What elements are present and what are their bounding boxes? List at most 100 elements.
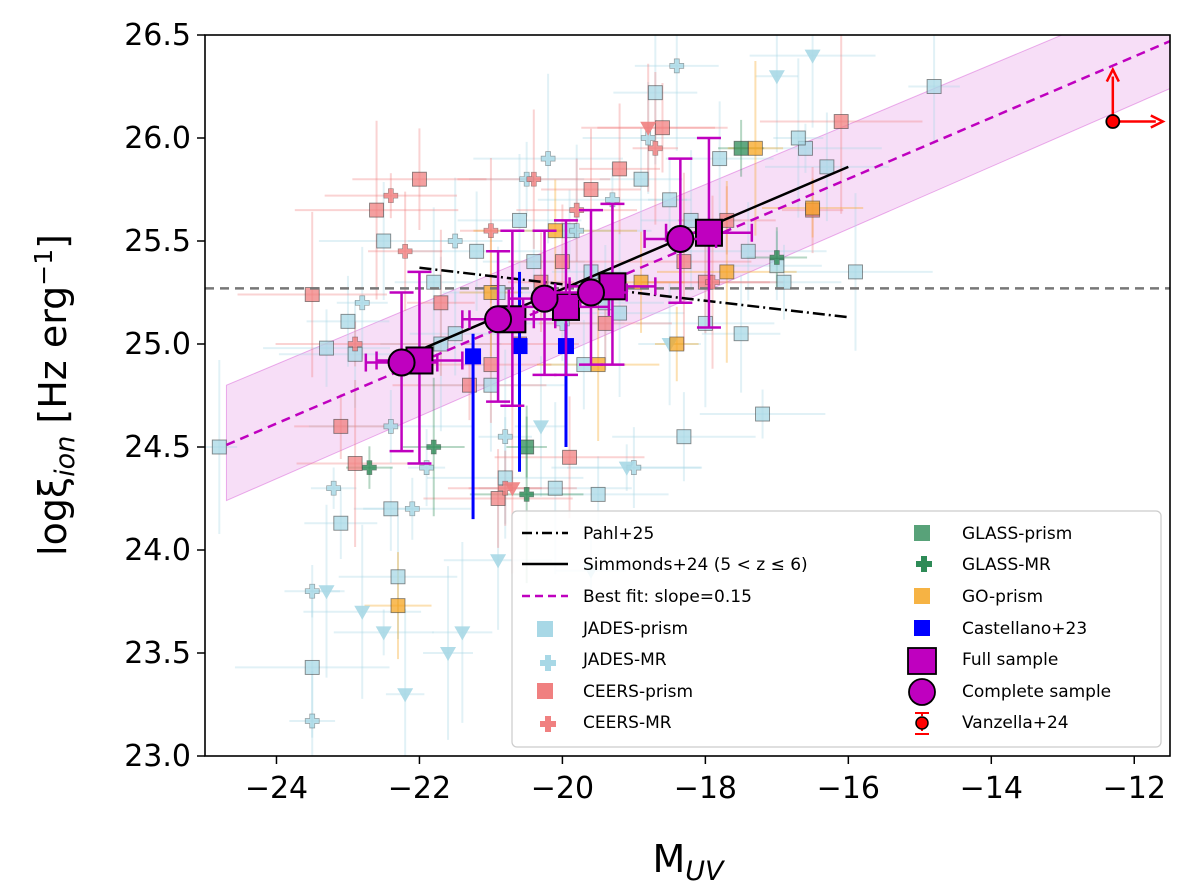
pahl-line — [419, 266, 849, 319]
complete-sample-point — [387, 348, 416, 377]
legend-label-bestfit: Best fit: slope=0.15 — [583, 587, 752, 607]
jades-mr-point — [326, 480, 342, 496]
binned-points-layer — [364, 136, 754, 520]
jades-prism-point — [319, 340, 334, 356]
jades-prism-point — [676, 429, 692, 445]
legend-full-sample-marker — [907, 647, 937, 675]
jades-mr-point — [304, 713, 320, 729]
y-axis-title: logξion [Hz erg−1] — [29, 234, 81, 556]
y-tick-label: 25.0 — [124, 327, 191, 362]
axis-ticks-layer: −24 −22 −20 −18 −16 −14 −12 23.0 23.5 24.0 24.5 25.… — [124, 18, 1166, 806]
jades-mr-point — [304, 583, 320, 599]
jades-prism-point — [776, 274, 792, 290]
legend-label-castellano: Castellano+23 — [962, 619, 1087, 639]
jades-prism-point — [819, 159, 835, 175]
jades-triangle-point — [804, 49, 821, 64]
glass-mr-point — [519, 487, 535, 502]
ceers-prism-point — [655, 120, 670, 136]
jades-prism-point — [526, 254, 542, 270]
ceers-triangle-point — [640, 121, 657, 136]
vanzella-layer — [1105, 66, 1166, 129]
jades-prism-point — [512, 212, 527, 228]
legend-label-glass-prism: GLASS-prism — [962, 524, 1072, 544]
jades-prism-point — [304, 659, 320, 675]
jades-prism-point — [712, 151, 728, 167]
legend-ceers-mr-marker — [540, 716, 556, 732]
full-sample-point — [694, 218, 723, 247]
ceers-mr-point — [347, 336, 363, 352]
ceers-prism-point — [833, 114, 849, 129]
jades-prism-point — [633, 171, 649, 187]
jades-prism-point — [662, 192, 678, 208]
y-tick-label: 26.0 — [124, 121, 191, 156]
y-tick-label: 26.5 — [124, 18, 191, 53]
complete-sample-point — [530, 284, 559, 313]
jades-mr-point — [669, 58, 685, 74]
jades-prism-point — [340, 313, 356, 329]
glass-mr-point — [769, 250, 785, 265]
legend-label-ceers-mr: CEERS-MR — [583, 713, 672, 733]
y-tick-label: 24.5 — [124, 430, 191, 465]
scatter-points-layer — [211, 49, 942, 729]
jades-prism-point — [333, 515, 349, 531]
ceers-prism-point — [676, 254, 692, 270]
legend: Pahl+25 Simmonds+24 (5 < z ≤ 6) Best fit… — [511, 510, 1162, 748]
legend-box — [511, 510, 1162, 748]
go-prism-point — [669, 336, 685, 352]
legend-label-full-sample: Full sample — [962, 650, 1058, 670]
ceers-mr-point — [383, 188, 399, 204]
ceers-triangle-point — [504, 482, 521, 497]
ceers-mr-point — [647, 140, 663, 156]
jades-mr-point — [354, 295, 370, 311]
glass-mr-point — [426, 439, 442, 455]
legend-ceers-prism-marker — [537, 683, 553, 699]
go-prism-point — [719, 264, 735, 280]
ceers-mr-point — [397, 243, 413, 259]
legend-castellano-marker — [914, 620, 930, 636]
jades-mr-point — [497, 429, 513, 445]
ceers-prism-point — [597, 315, 613, 331]
y-tick-label: 25.5 — [124, 224, 191, 259]
ceers-prism-point — [583, 182, 599, 197]
ceers-mr-point — [483, 223, 499, 239]
complete-sample-point — [484, 305, 513, 334]
jades-triangle-point — [354, 605, 371, 620]
jades-prism-point — [647, 85, 663, 101]
jades-triangle-point — [397, 688, 414, 703]
ceers-prism-point — [483, 357, 499, 373]
jades-prism-point — [590, 486, 606, 502]
jades-prism-point — [383, 501, 399, 517]
jades-mr-point — [569, 223, 585, 239]
glass-prism-point — [519, 439, 535, 455]
x-tick-label: −16 — [817, 771, 880, 806]
ceers-prism-point — [369, 202, 385, 218]
jades-prism-point — [376, 233, 392, 249]
x-tick-label: −18 — [674, 771, 737, 806]
legend-vanzella-marker — [915, 716, 929, 730]
legend-glass-prism-marker — [914, 525, 930, 541]
y-tick-label: 23.5 — [124, 636, 191, 671]
jades-mr-point — [447, 233, 463, 249]
ceers-prism-point — [333, 418, 349, 434]
ceers-prism-point — [347, 456, 363, 471]
glass-mr-point — [362, 460, 377, 475]
go-prism-point — [747, 140, 763, 156]
legend-label-jades-mr: JADES-MR — [582, 650, 667, 670]
jades-mr-point — [605, 192, 620, 208]
jades-prism-point — [211, 439, 227, 455]
legend-label-pahl: Pahl+25 — [583, 524, 654, 544]
ceers-prism-point — [562, 449, 578, 465]
jades-prism-point — [390, 569, 406, 585]
legend-label-ceers-prism: CEERS-prism — [583, 682, 693, 702]
legend-label-jades-prism: JADES-prism — [582, 619, 688, 639]
jades-triangle-point — [768, 70, 785, 85]
x-tick-label: −12 — [1103, 771, 1166, 806]
jades-mr-point — [626, 460, 642, 475]
castellano-point — [465, 348, 482, 365]
go-prism-point — [805, 200, 821, 216]
vanzella-right-arrowhead — [1150, 114, 1166, 129]
axes-frame — [204, 34, 1171, 757]
ceers-prism-point — [554, 254, 570, 270]
jades-triangle-point — [440, 647, 457, 661]
jades-triangle-point — [532, 420, 549, 435]
